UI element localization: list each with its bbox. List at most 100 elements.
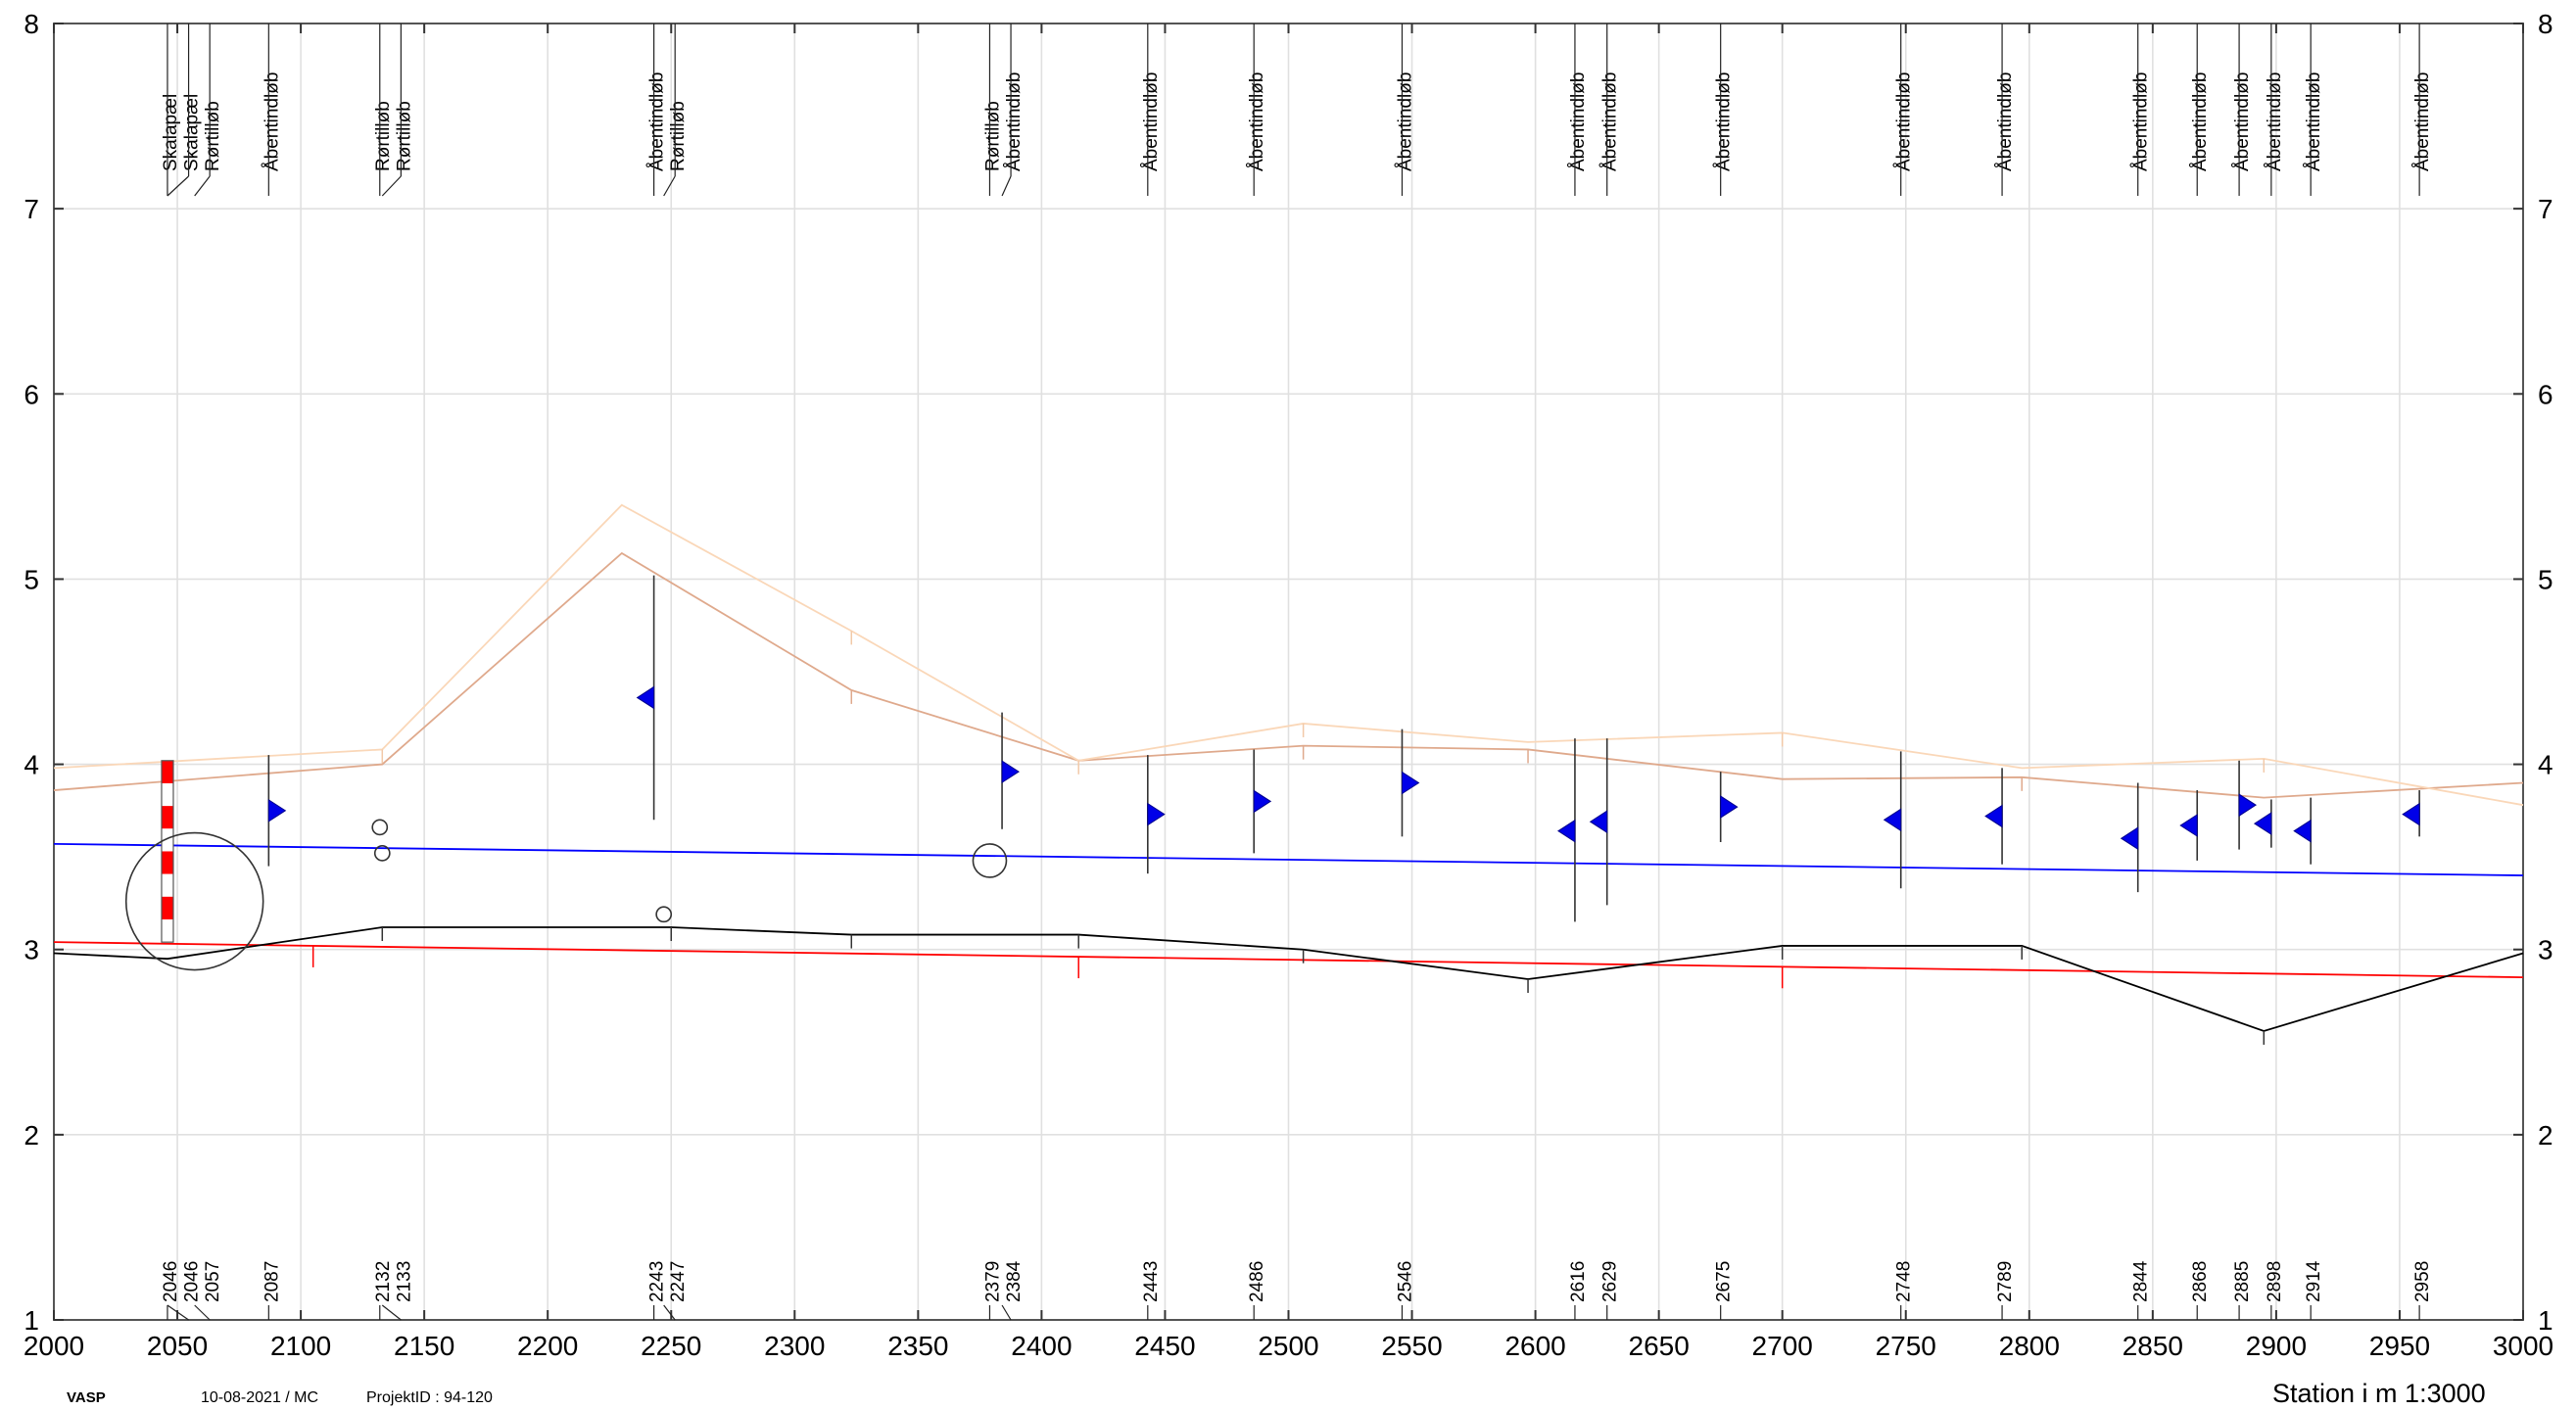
station-chainage-label: 2789: [1995, 1261, 2016, 1302]
pipe-outlet-circle: [373, 844, 391, 862]
station-chainage-label: 2885: [2232, 1261, 2253, 1302]
station-leader-top-diag: [1001, 175, 1012, 197]
station-leader-top-diag: [194, 175, 211, 197]
inlet-flag-icon: [267, 798, 287, 822]
y-tick-label-right: 7: [2538, 194, 2553, 224]
station-name-label: Åbentindløb: [1141, 72, 1162, 171]
x-tick-label: 2650: [1629, 1331, 1690, 1361]
series-line-blue: [53, 843, 2524, 876]
station-chainage-label: 2384: [1004, 1260, 1025, 1302]
station-leader-top-diag: [167, 175, 189, 197]
station-name-label: Skalapæl: [182, 94, 203, 171]
station-chainage-label: 2443: [1141, 1261, 1162, 1302]
footer-project-id: ProjektID : 94-120: [366, 1389, 493, 1406]
station-name-label: Åbentindløb: [1894, 72, 1915, 171]
y-tick-label-right: 2: [2538, 1120, 2553, 1151]
y-tick-label-right: 1: [2538, 1305, 2553, 1336]
x-tick-label: 3000: [2493, 1331, 2553, 1361]
station-name-label: Åbentindløb: [647, 72, 668, 171]
y-tick-label-right: 4: [2538, 750, 2553, 780]
station-leader-bottom: [167, 1304, 189, 1321]
y-tick-label-left: 7: [24, 194, 39, 224]
x-tick-label: 2450: [1134, 1331, 1195, 1361]
station-name-label: Åbentindløb: [1247, 72, 1267, 171]
station-name-label: Åbentindløb: [2412, 72, 2433, 171]
x-tick-label: 2500: [1258, 1331, 1318, 1361]
station-chainage-label: 2046: [161, 1261, 181, 1302]
inlet-flag-icon: [1253, 789, 1272, 814]
series-line-red: [53, 941, 2524, 978]
pipe-outlet-circle: [972, 843, 1008, 878]
station-name-label: Åbentindløb: [2131, 72, 2152, 171]
inlet-flag-icon: [2179, 814, 2198, 837]
y-tick-label-right: 5: [2538, 564, 2553, 594]
station-chainage-label: 2844: [2131, 1260, 2152, 1302]
station-chainage-label: 2057: [203, 1261, 223, 1302]
station-name-label: Åbentindløb: [2304, 72, 2324, 171]
pipe-outlet-circle: [371, 819, 389, 836]
station-name-label: Åbentindløb: [1995, 72, 2016, 171]
y-tick-label-right: 6: [2538, 379, 2553, 409]
inlet-flag-icon: [2238, 793, 2258, 818]
x-tick-label: 2950: [2369, 1331, 2430, 1361]
station-name-label: Åbentindløb: [1568, 72, 1589, 171]
scale-pole-outline: [161, 760, 174, 943]
station-name-label: Åbentindløb: [2190, 72, 2211, 171]
x-tick-label: 2050: [147, 1331, 208, 1361]
station-name-label: Åbentindløb: [1714, 72, 1735, 171]
y-tick-label-left: 3: [24, 935, 39, 965]
station-name-label: Åbentindløb: [1004, 72, 1025, 171]
y-tick-label-left: 1: [24, 1305, 39, 1336]
inlet-flag-icon: [2293, 819, 2312, 843]
x-tick-label: 2000: [24, 1331, 84, 1361]
pipe-outlet-circle: [124, 831, 264, 971]
inlet-flag-icon: [1557, 819, 1576, 843]
x-tick-label: 2900: [2246, 1331, 2307, 1361]
y-tick-label-left: 2: [24, 1120, 39, 1151]
station-leader-bottom: [194, 1304, 211, 1321]
station-leader-bottom: [663, 1304, 676, 1321]
y-tick-label-right: 3: [2538, 935, 2553, 965]
inlet-flag-icon: [1720, 795, 1739, 819]
station-chainage-label: 2898: [2265, 1261, 2285, 1302]
scale-pole-segment: [161, 918, 173, 943]
inlet-flag-icon: [2402, 802, 2420, 826]
station-leader-bottom: [381, 1304, 402, 1321]
x-tick-label: 2300: [764, 1331, 825, 1361]
station-name-label: Rørtilløb: [982, 101, 1003, 171]
station-leader-top-diag: [381, 175, 402, 197]
x-tick-label: 2800: [1999, 1331, 2060, 1361]
station-chainage-label: 2132: [373, 1261, 394, 1302]
y-tick-label-right: 8: [2538, 9, 2553, 39]
station-chainage-label: 2133: [394, 1261, 414, 1302]
station-name-label: Åbentindløb: [1600, 72, 1621, 171]
station-name-label: Skalapæl: [161, 94, 181, 171]
x-tick-label: 2400: [1011, 1331, 1072, 1361]
inlet-flag-icon: [1401, 771, 1420, 795]
y-tick-label-left: 8: [24, 9, 39, 39]
series-line-black: [53, 926, 2524, 1032]
x-tick-label: 2600: [1504, 1331, 1565, 1361]
station-chainage-label: 2914: [2304, 1260, 2324, 1302]
station-name-label: Åbentindløb: [1395, 72, 1415, 171]
x-tick-label: 2550: [1381, 1331, 1442, 1361]
footer-date-user: 10-08-2021 / MC: [201, 1389, 319, 1406]
inlet-flag-icon: [636, 685, 655, 710]
pipe-outlet-circle: [655, 906, 673, 923]
scale-pole-segment: [161, 760, 173, 783]
station-chainage-label: 2087: [262, 1261, 282, 1302]
inlet-flag-icon: [1984, 804, 2003, 828]
station-name-label: Rørtilløb: [373, 101, 394, 171]
scale-pole-segment: [161, 806, 173, 829]
station-chainage-label: 2629: [1600, 1261, 1621, 1302]
scale-pole-segment: [161, 851, 173, 874]
station-chainage-label: 2247: [668, 1261, 689, 1302]
station-chainage-label: 2748: [1894, 1261, 1915, 1302]
y-tick-label-left: 4: [24, 750, 39, 780]
station-chainage-label: 2546: [1395, 1261, 1415, 1302]
inlet-flag-icon: [1001, 760, 1020, 784]
y-tick-label-left: 6: [24, 379, 39, 409]
x-tick-label: 2850: [2123, 1331, 2183, 1361]
inlet-flag-icon: [1883, 808, 1902, 832]
